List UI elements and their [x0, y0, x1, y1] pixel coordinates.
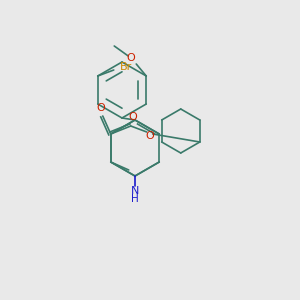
Text: O: O [128, 112, 137, 122]
Text: O: O [127, 53, 136, 63]
Text: H: H [131, 194, 139, 204]
Text: O: O [96, 103, 105, 113]
Text: O: O [146, 131, 154, 141]
Text: Br: Br [120, 62, 132, 72]
Text: N: N [131, 186, 139, 196]
